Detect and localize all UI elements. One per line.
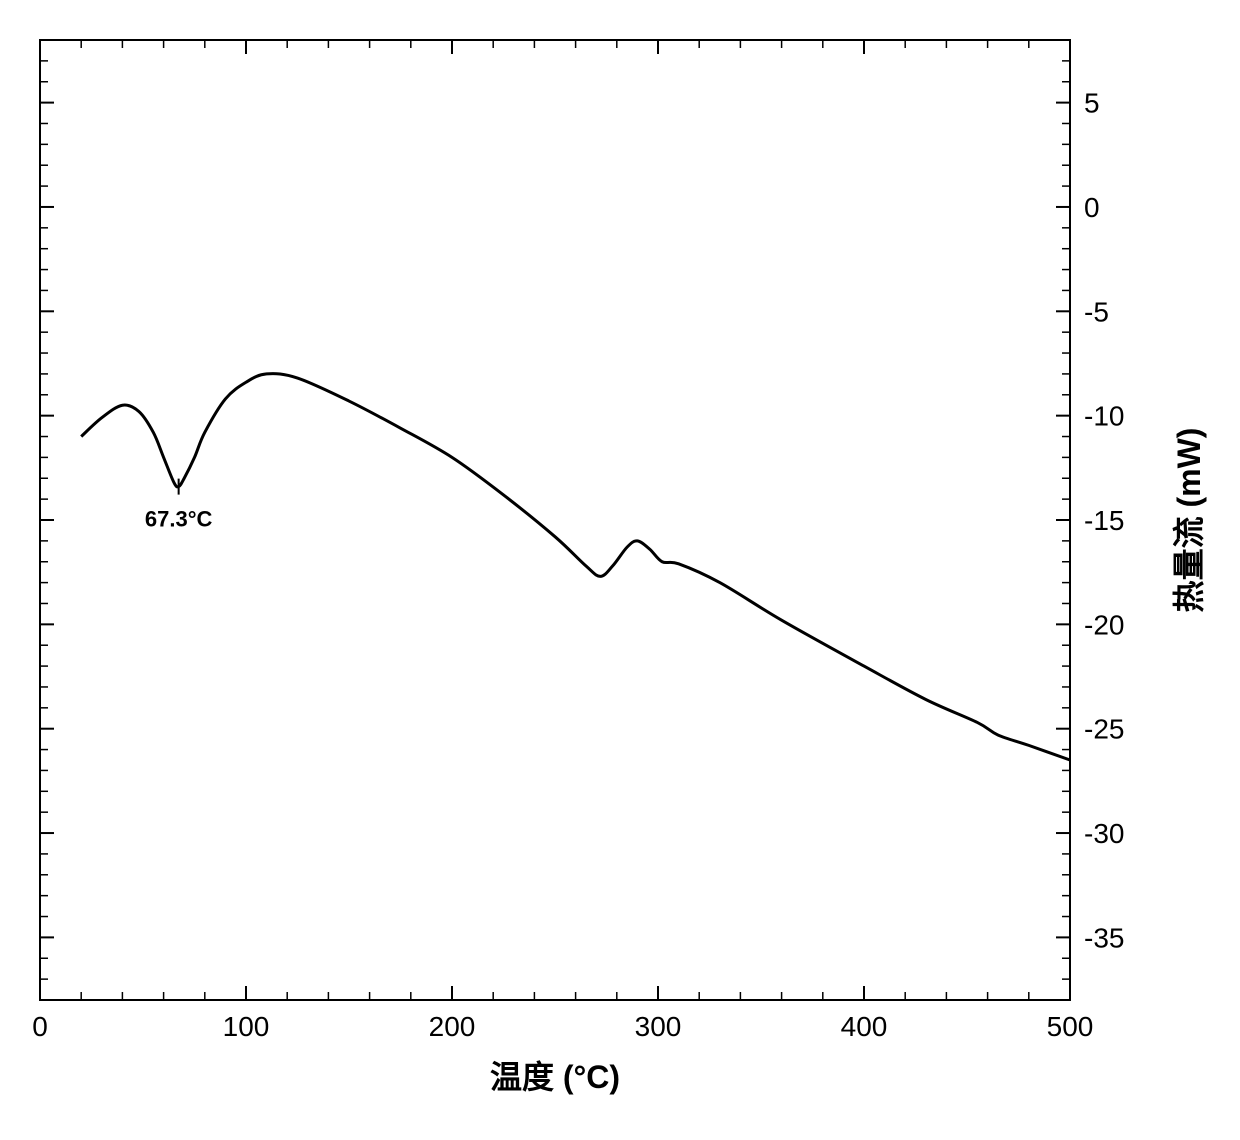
y-tick-label: -5: [1084, 296, 1109, 327]
y-tick-label: -30: [1084, 818, 1124, 849]
chart-svg: 0 100 200 300 400 500 温度 (°C) -35 -30 -25 -20 -15 -1…: [0, 0, 1240, 1140]
x-tick-label: 200: [429, 1011, 476, 1042]
y-tick-label: -35: [1084, 922, 1124, 953]
y-axis-label: 热量流 (mW): [1171, 428, 1207, 613]
y-tick-label: -20: [1084, 609, 1124, 640]
dsc-chart: 0 100 200 300 400 500 温度 (°C) -35 -30 -25 -20 -15 -1…: [0, 0, 1240, 1140]
dsc-curve: [81, 374, 1070, 760]
x-tick-label: 400: [841, 1011, 888, 1042]
x-tick-label: 500: [1047, 1011, 1094, 1042]
x-tick-label: 100: [223, 1011, 270, 1042]
y-tick-label: -15: [1084, 505, 1124, 536]
peak-annotation: 67.3°C: [145, 507, 213, 532]
y-tick-label: -25: [1084, 714, 1124, 745]
y-tick-label: 5: [1084, 88, 1100, 119]
y-tick-label: -10: [1084, 401, 1124, 432]
x-tick-label: 0: [32, 1011, 48, 1042]
y-tick-label: 0: [1084, 192, 1100, 223]
x-axis-label: 温度 (°C): [490, 1059, 620, 1095]
x-tick-label: 300: [635, 1011, 682, 1042]
